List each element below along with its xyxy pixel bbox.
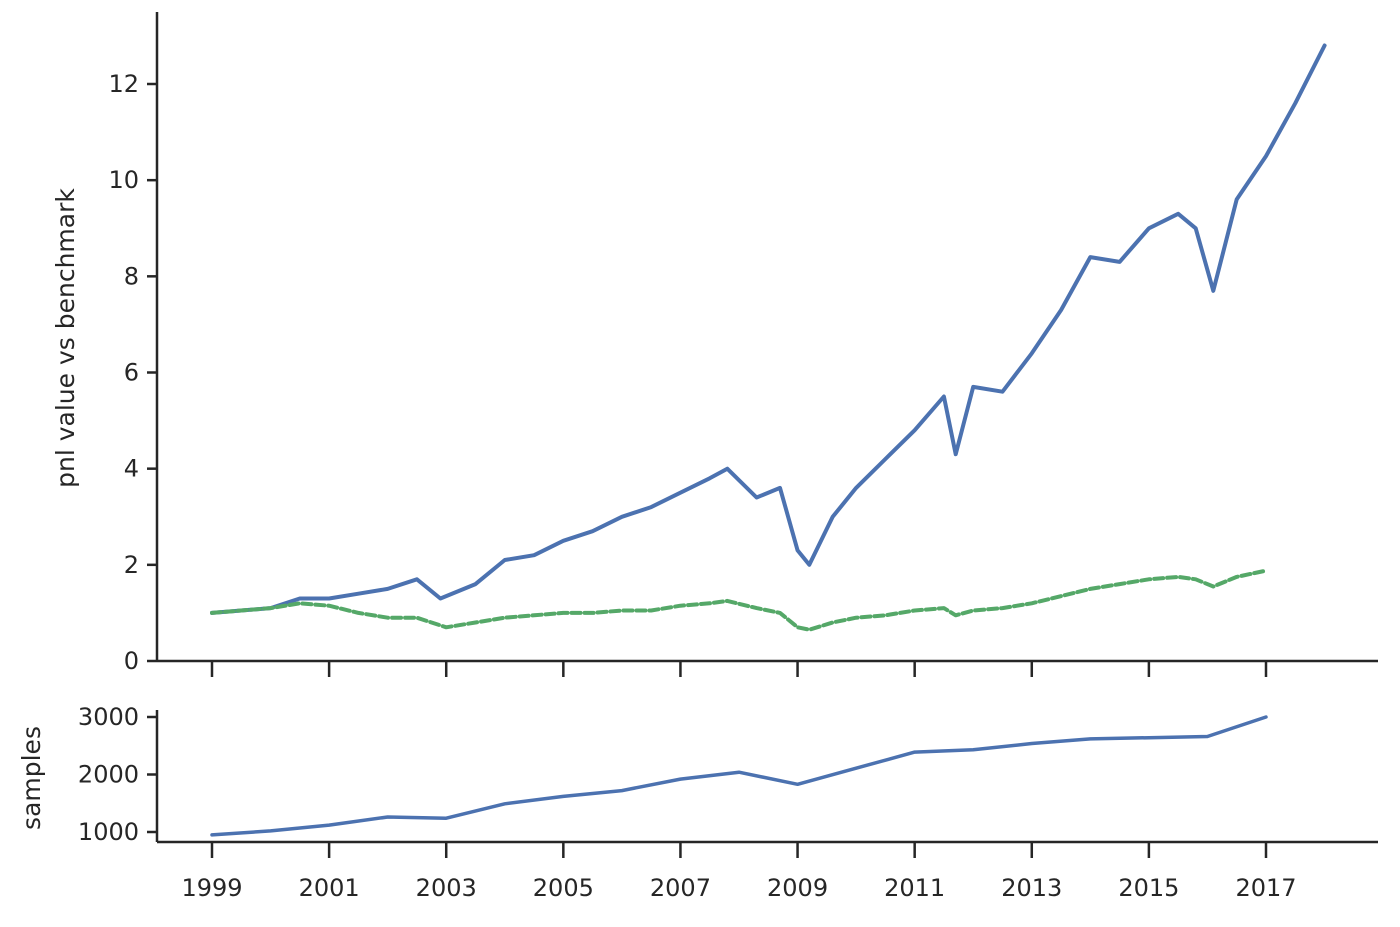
x-tick-label: 1999 [181, 874, 242, 902]
x-tick-label: 2007 [650, 874, 711, 902]
pnl-panel: 0 2 4 6 8 10 12 [108, 12, 1378, 677]
x-tick-label: 2017 [1235, 874, 1296, 902]
x-tick-label: 2003 [416, 874, 477, 902]
x-tick-label: 2009 [767, 874, 828, 902]
x-tick-label: 2001 [299, 874, 360, 902]
pnl-y-tick-label: 2 [124, 551, 139, 579]
x-tick-label: 2011 [884, 874, 945, 902]
samples-y-tick-label: 2000 [78, 761, 139, 789]
x-tick-label: 2005 [533, 874, 594, 902]
x-tick-label: 2015 [1118, 874, 1179, 902]
pnl-y-tick-label: 4 [124, 455, 139, 483]
samples-y-tick-label: 3000 [78, 703, 139, 731]
pnl-y-tick-label: 10 [108, 166, 139, 194]
pnl-series-line-1 [210, 568, 1268, 632]
samples-series-line-0 [210, 715, 1268, 837]
pnl-y-tick-label: 6 [124, 359, 139, 387]
pnl-y-tick-label: 0 [124, 647, 139, 675]
pnl-series-line-0 [210, 43, 1327, 615]
samples-y-axis-label: samples [17, 726, 46, 830]
pnl-y-tick-label: 8 [124, 262, 139, 290]
pnl-y-axis-label: pnl value vs benchmark [51, 188, 80, 488]
samples-panel: 1000 2000 3000 1999 2001 2003 2005 2007 2009 2011… [78, 703, 1378, 902]
pnl-y-tick-label: 12 [108, 70, 139, 98]
samples-y-tick-label: 1000 [78, 818, 139, 846]
x-tick-label: 2013 [1001, 874, 1062, 902]
